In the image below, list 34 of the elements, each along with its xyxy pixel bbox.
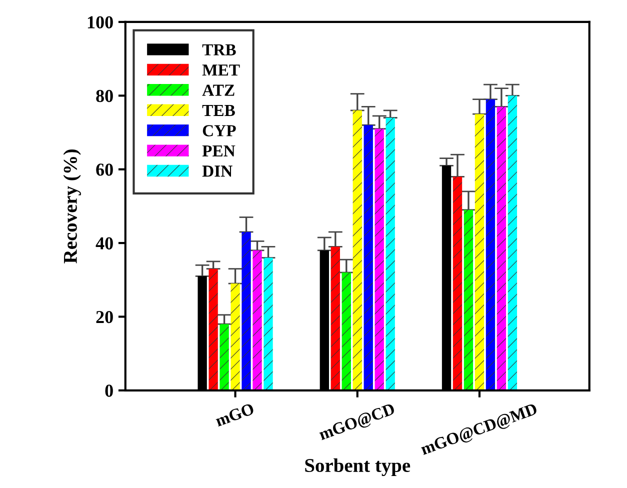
y-axis-title: Recovery (%) [63,150,81,264]
bar [386,118,395,390]
bar [364,125,373,390]
legend-label: CYP [202,125,236,136]
legend-label: PEN [202,145,236,156]
bar [230,284,240,390]
bar [264,258,273,390]
bar [452,176,462,390]
bar [242,232,251,390]
bar [486,99,496,390]
bar [464,210,474,390]
y-tick-label: 40 [96,237,113,250]
legend-label: DIN [202,166,232,177]
y-tick-label: 100 [88,16,113,28]
bar [330,246,340,390]
legend-label: ATZ [202,84,234,96]
bar [342,272,351,390]
bar [352,110,362,390]
bar [508,96,518,390]
y-tick-label: 80 [96,90,113,102]
bar [220,324,229,390]
bar [374,128,384,390]
legend-label: TRB [202,44,236,56]
legend-label: TEB [202,105,235,116]
bar [496,106,506,390]
y-tick-label: 0 [105,384,113,397]
legend-label: MET [202,64,240,76]
bar [474,114,484,390]
x-axis-title: Sorbent type [305,458,410,476]
y-tick-label: 60 [96,164,113,176]
y-tick-label: 20 [96,310,113,324]
x-tick-label: mGO [214,402,255,427]
bar [252,250,262,390]
bar [208,268,218,390]
